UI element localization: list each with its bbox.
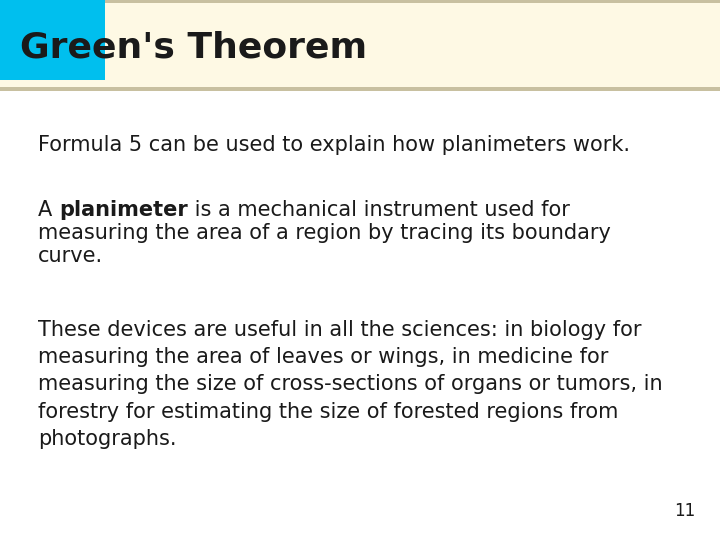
Text: 11: 11 <box>674 502 695 520</box>
Bar <box>0 0 105 80</box>
Bar <box>0 0 720 3</box>
Text: measuring the area of a region by tracing its boundary: measuring the area of a region by tracin… <box>38 223 611 243</box>
Text: curve.: curve. <box>38 246 103 267</box>
Text: Formula 5 can be used to explain how planimeters work.: Formula 5 can be used to explain how pla… <box>38 135 630 155</box>
Bar <box>0 87 720 91</box>
Text: Green's Theorem: Green's Theorem <box>20 30 367 64</box>
Text: A: A <box>38 200 59 220</box>
Text: These devices are useful in all the sciences: in biology for
measuring the area : These devices are useful in all the scie… <box>38 320 662 449</box>
Text: is a mechanical instrument used for: is a mechanical instrument used for <box>188 200 570 220</box>
Bar <box>0 0 720 90</box>
Text: planimeter: planimeter <box>59 200 188 220</box>
